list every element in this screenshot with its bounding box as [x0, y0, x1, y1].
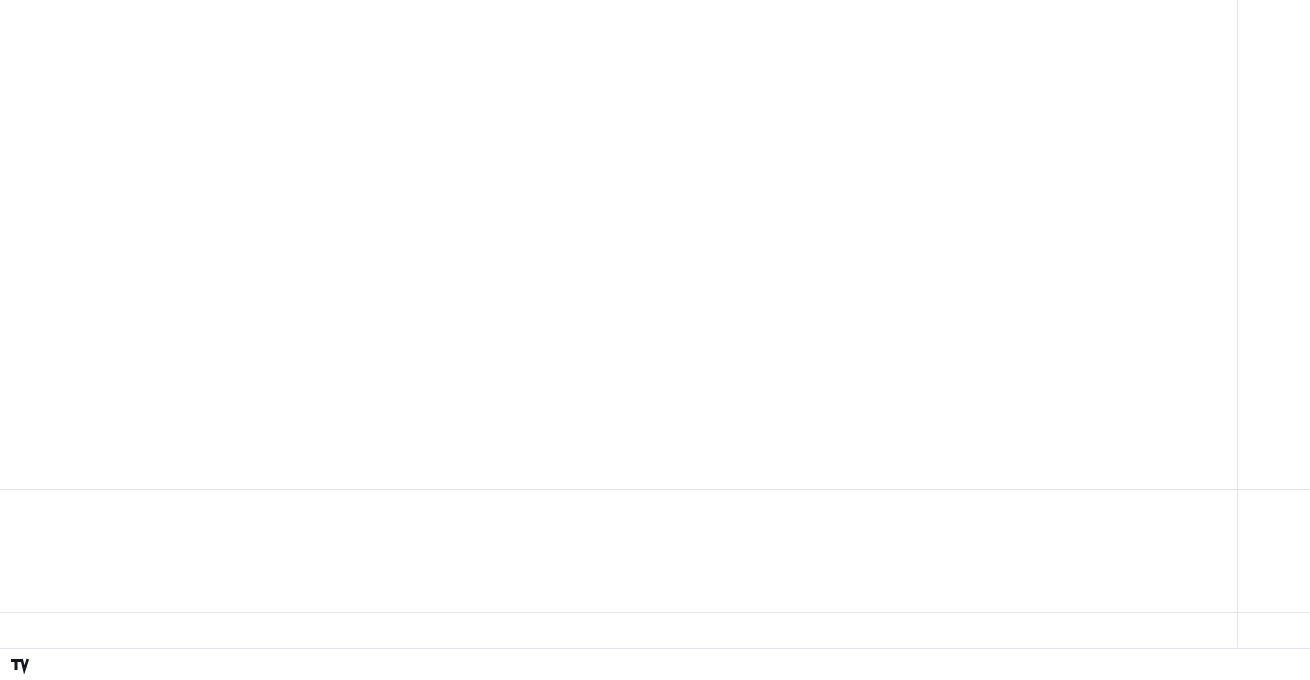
pane-divider[interactable] [0, 489, 1310, 490]
price-and-rsi-chart[interactable] [0, 0, 1237, 648]
scale-divider [1237, 0, 1238, 648]
tradingview-logo-icon [11, 658, 29, 674]
tradingview-attribution[interactable] [10, 653, 35, 675]
price-scale[interactable] [1237, 0, 1310, 648]
legend-ma-row[interactable] [10, 29, 53, 50]
legend-symbol-row[interactable] [10, 8, 53, 29]
time-axis[interactable] [0, 612, 1237, 648]
bottom-divider [0, 648, 1310, 649]
axis-divider [0, 612, 1310, 613]
legend-ichimoku-row[interactable] [10, 50, 53, 71]
chart-legend [10, 8, 53, 71]
